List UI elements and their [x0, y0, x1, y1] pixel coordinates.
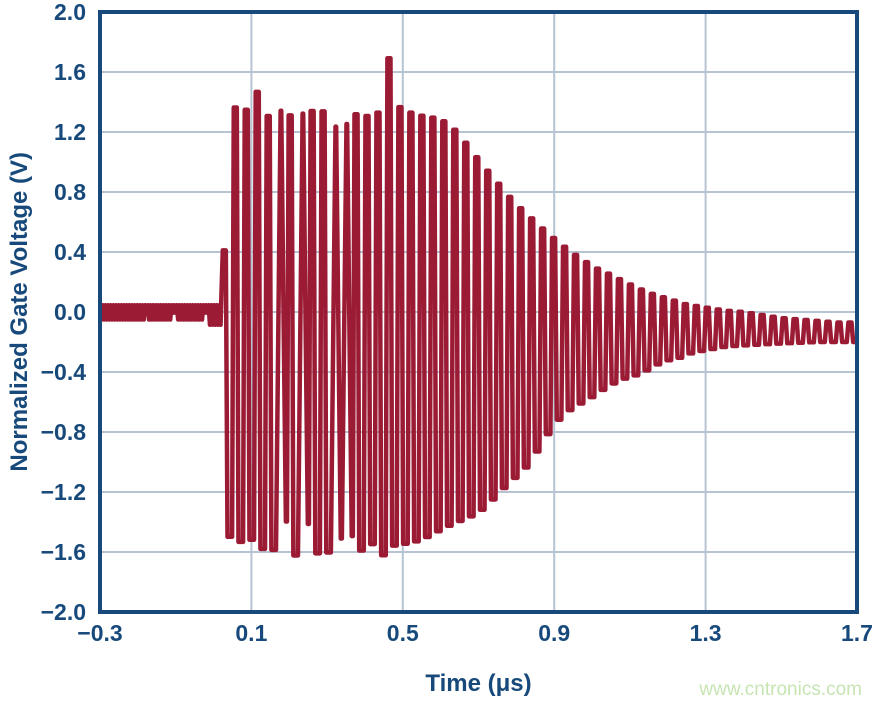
x-tick-label: 0.1 [235, 620, 268, 646]
y-tick-label: 0.8 [54, 179, 86, 205]
y-tick-label: 0.0 [54, 299, 86, 325]
x-axis-title: Time (μs) [425, 670, 532, 697]
y-tick-label: 0.4 [54, 239, 86, 265]
x-tick-label: 0.9 [538, 620, 571, 646]
y-tick-label: −1.2 [40, 479, 86, 505]
waveform-trace [100, 55, 857, 558]
y-tick-label: 2.0 [54, 0, 86, 25]
x-tick-label: 1.7 [841, 620, 873, 646]
y-tick-label: −1.6 [40, 539, 86, 565]
y-tick-label: −0.8 [40, 419, 86, 445]
y-tick-label: 1.2 [54, 119, 86, 145]
x-tick-label: 1.3 [689, 620, 722, 646]
x-tick-label: 0.5 [386, 620, 419, 646]
watermark: www.cntronics.com [699, 679, 862, 700]
y-tick-label: 1.6 [54, 59, 86, 85]
y-tick-label: −0.4 [40, 359, 86, 385]
y-tick-label: −2.0 [40, 599, 86, 625]
plot-frame [98, 10, 859, 614]
x-tick-label: −0.3 [77, 620, 123, 646]
